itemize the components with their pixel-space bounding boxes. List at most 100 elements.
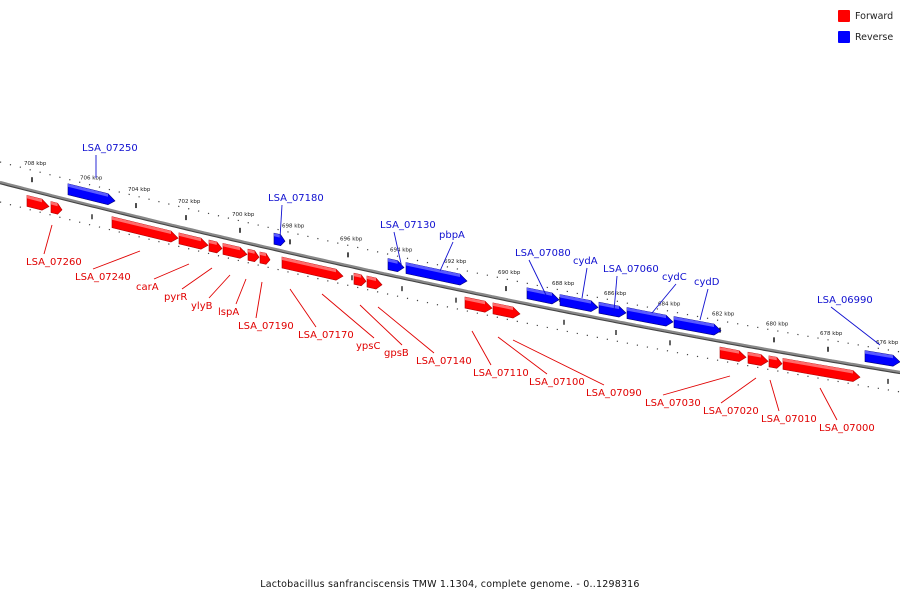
gene-arrow-carA[interactable] bbox=[178, 232, 209, 250]
gene-arrow-LSA_07100[interactable] bbox=[492, 302, 521, 319]
gene-leader-LSA_06990 bbox=[830, 306, 881, 346]
gene-label-ylyB[interactable]: ylyB bbox=[191, 301, 213, 312]
gene-leader-carA bbox=[153, 263, 190, 280]
gene-label-pyrR[interactable]: pyrR bbox=[164, 292, 187, 303]
gene-leader-LSA_07140 bbox=[377, 306, 435, 354]
gene-arrow-LSA_07250[interactable] bbox=[67, 183, 116, 206]
gene-highlight bbox=[223, 243, 240, 251]
gene-leader-LSA_07000 bbox=[819, 387, 838, 421]
gene-label-LSA_07000[interactable]: LSA_07000 bbox=[819, 423, 875, 434]
gene-highlight bbox=[274, 233, 281, 238]
gene-arrow-ylyB[interactable] bbox=[222, 243, 248, 259]
gene-arrow-LSA_07080[interactable] bbox=[526, 287, 560, 305]
gene-arrow-LSA_07000[interactable] bbox=[782, 358, 861, 382]
gene-leader-LSA_07180 bbox=[279, 204, 283, 239]
gene-highlight bbox=[783, 358, 853, 374]
gene-highlight bbox=[27, 195, 42, 203]
gene-label-LSA_06990[interactable]: LSA_06990 bbox=[817, 295, 873, 306]
gene-label-LSA_07260[interactable]: LSA_07260 bbox=[26, 257, 82, 268]
gene-label-LSA_07010[interactable]: LSA_07010 bbox=[761, 414, 817, 425]
gene-label-LSA_07180[interactable]: LSA_07180 bbox=[268, 193, 324, 204]
gene-arrow-LSA_07260[interactable] bbox=[26, 195, 50, 211]
gene-arrow-LSA_07010[interactable] bbox=[768, 355, 783, 369]
gene-arrow-LSA_07170[interactable] bbox=[281, 256, 344, 281]
gene-highlight bbox=[260, 252, 266, 257]
gene-arrow-LSA_07110[interactable] bbox=[464, 296, 493, 313]
gene-arrow-LSA_07260-b[interactable] bbox=[50, 201, 63, 215]
gene-arrow-cydA[interactable] bbox=[559, 294, 599, 312]
kbp-tick-label: 684 kbp bbox=[658, 302, 681, 308]
gene-label-cydD[interactable]: cydD bbox=[694, 277, 720, 288]
gene-arrow-LSA_07060[interactable] bbox=[598, 301, 627, 318]
gene-arrow-LSA_07130[interactable] bbox=[387, 258, 405, 273]
gene-label-lspA[interactable]: lspA bbox=[218, 307, 239, 318]
gene-leader-cydD bbox=[699, 288, 709, 321]
gene-arrow-pbpA[interactable] bbox=[405, 262, 468, 286]
gene-highlight bbox=[627, 307, 666, 319]
gene-arrow-LSA_06990[interactable] bbox=[864, 350, 900, 367]
gene-label-LSA_07250[interactable]: LSA_07250 bbox=[82, 143, 138, 154]
gene-label-carA[interactable]: carA bbox=[136, 282, 159, 293]
gene-arrow-ypsC[interactable] bbox=[353, 272, 367, 287]
gene-leader-LSA_07100 bbox=[497, 336, 548, 375]
gene-leader-ypsC bbox=[321, 293, 375, 339]
gene-label-LSA_07140[interactable]: LSA_07140 bbox=[416, 356, 472, 367]
legend-item-forward: Forward bbox=[838, 9, 893, 23]
reverse-swatch bbox=[838, 31, 850, 43]
gene-arrow-LSA_07020[interactable] bbox=[747, 351, 769, 366]
gene-highlight bbox=[367, 276, 376, 281]
gene-label-LSA_07190[interactable]: LSA_07190 bbox=[238, 321, 294, 332]
gene-label-LSA_07170[interactable]: LSA_07170 bbox=[298, 330, 354, 341]
gene-leader-LSA_07010 bbox=[769, 379, 780, 412]
gene-leader-pyrR bbox=[181, 267, 213, 290]
gene-label-gpsB[interactable]: gpsB bbox=[384, 348, 409, 359]
gene-highlight bbox=[674, 316, 714, 327]
gene-label-LSA_07060[interactable]: LSA_07060 bbox=[603, 264, 659, 275]
gene-label-LSA_07020[interactable]: LSA_07020 bbox=[703, 406, 759, 417]
gene-highlight bbox=[354, 273, 362, 278]
gene-label-LSA_07090[interactable]: LSA_07090 bbox=[586, 388, 642, 399]
gene-arrow-cydD[interactable] bbox=[673, 316, 722, 336]
gene-leader-ylyB bbox=[208, 274, 231, 299]
gene-leader-LSA_07030 bbox=[662, 375, 731, 396]
gene-arrow-LSA_07180[interactable] bbox=[273, 232, 286, 247]
gene-label-LSA_07240[interactable]: LSA_07240 bbox=[75, 272, 131, 283]
gene-arrow-LSA_07190[interactable] bbox=[259, 251, 271, 265]
kbp-tick-label: 706 kbp bbox=[80, 175, 103, 181]
gene-label-LSA_07130[interactable]: LSA_07130 bbox=[380, 220, 436, 231]
gene-leader-lspA bbox=[235, 278, 247, 305]
gene-leader-LSA_07060 bbox=[613, 275, 618, 312]
legend-item-reverse: Reverse bbox=[838, 30, 893, 44]
legend-label-forward: Forward bbox=[855, 10, 894, 22]
gene-highlight bbox=[68, 183, 108, 197]
gene-arrow-LSA_07240[interactable] bbox=[111, 216, 179, 243]
gene-highlight bbox=[865, 350, 893, 359]
gene-leader-LSA_07190 bbox=[255, 281, 263, 319]
forward-swatch bbox=[838, 10, 850, 22]
gene-label-LSA_07030[interactable]: LSA_07030 bbox=[645, 398, 701, 409]
gene-highlight bbox=[282, 257, 336, 273]
gene-arrow-pyrR[interactable] bbox=[208, 239, 223, 254]
gene-arrow-cydC[interactable] bbox=[626, 307, 674, 327]
gene-label-ypsC[interactable]: ypsC bbox=[356, 341, 380, 352]
kbp-tick-label: 708 kbp bbox=[24, 161, 47, 167]
gene-arrow-gpsB[interactable] bbox=[366, 275, 383, 290]
gene-label-LSA_07110[interactable]: LSA_07110 bbox=[473, 368, 529, 379]
gene-arrow-LSA_07030[interactable] bbox=[719, 346, 747, 362]
gene-label-LSA_07100[interactable]: LSA_07100 bbox=[529, 377, 585, 388]
kbp-tick-label: 700 kbp bbox=[232, 212, 255, 218]
gene-highlight bbox=[748, 352, 761, 358]
gene-leader-cydC bbox=[651, 283, 677, 314]
gene-highlight bbox=[179, 232, 201, 242]
gene-label-LSA_07080[interactable]: LSA_07080 bbox=[515, 248, 571, 259]
gene-label-cydA[interactable]: cydA bbox=[573, 256, 598, 267]
gene-label-cydC[interactable]: cydC bbox=[662, 272, 687, 283]
gene-leader-LSA_07090 bbox=[512, 339, 605, 386]
gene-highlight bbox=[112, 216, 171, 234]
kbp-tick-label: 704 kbp bbox=[128, 187, 151, 193]
gene-highlight bbox=[465, 297, 485, 305]
gene-label-pbpA[interactable]: pbpA bbox=[439, 230, 465, 241]
kbp-tick-label: 692 kbp bbox=[444, 259, 467, 265]
gene-arrow-lspA[interactable] bbox=[247, 248, 260, 263]
